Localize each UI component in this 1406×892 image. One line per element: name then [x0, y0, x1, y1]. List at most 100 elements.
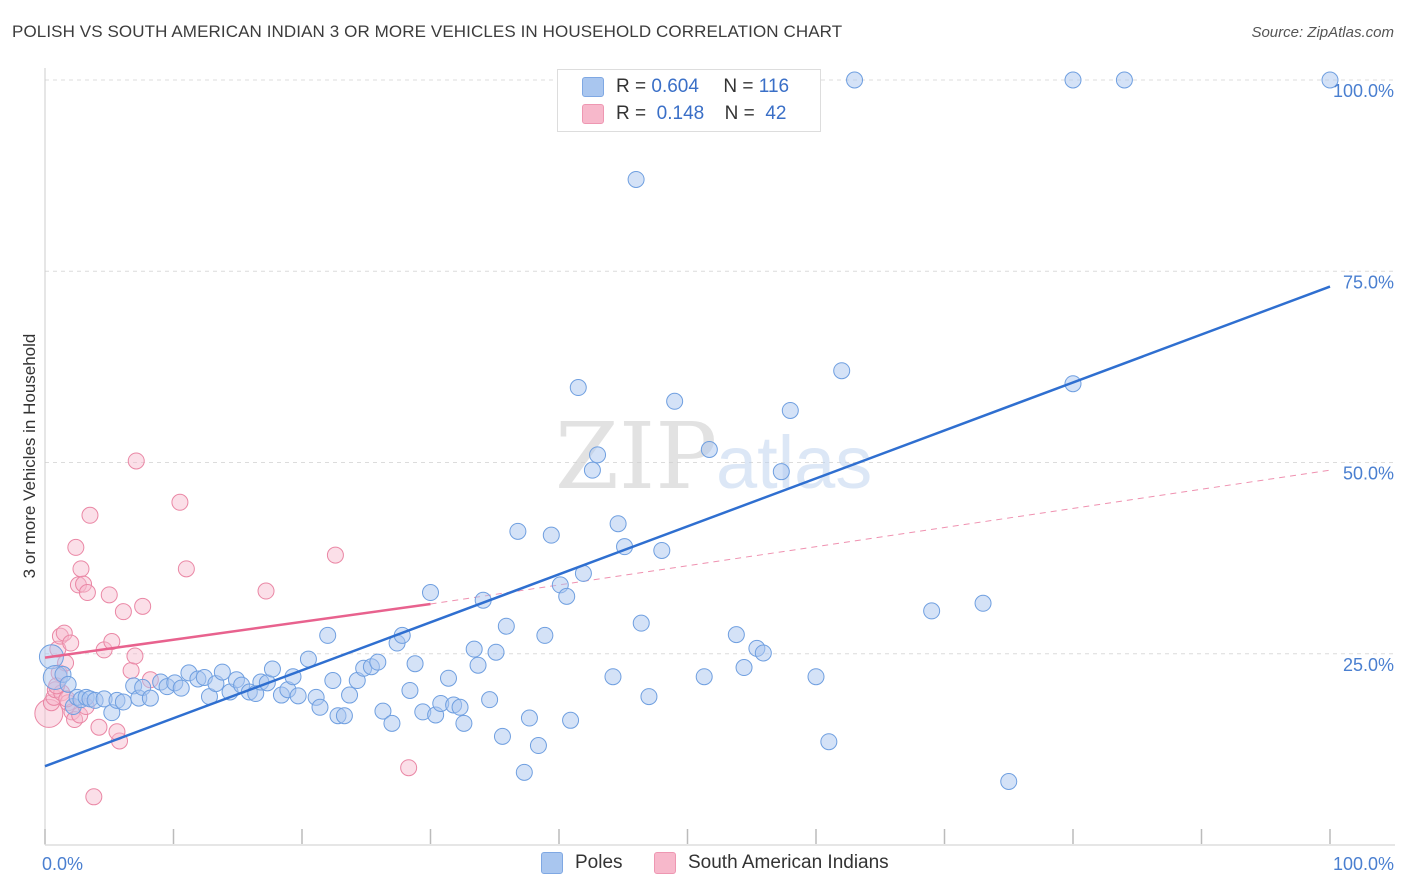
data-point-poles	[406, 655, 424, 673]
data-point-poles	[627, 170, 645, 188]
data-point-poles	[324, 672, 342, 690]
data-point-poles	[497, 617, 515, 635]
data-point-poles	[653, 541, 671, 559]
series-legend: Poles South American Indians	[0, 852, 1406, 878]
data-point-poles	[1064, 71, 1082, 89]
data-point-poles	[311, 698, 329, 716]
data-point-poles	[974, 594, 992, 612]
data-point-poles	[481, 691, 499, 709]
watermark-atlas: atlas	[716, 421, 872, 504]
data-point-south-american-indians	[257, 582, 275, 600]
data-point-poles	[1000, 773, 1018, 791]
data-point-south-american-indians	[90, 718, 108, 736]
data-point-poles	[562, 711, 580, 729]
south-american-indians-swatch	[582, 104, 604, 124]
axes	[44, 68, 1395, 846]
data-point-south-american-indians	[34, 698, 64, 728]
data-point-south-american-indians	[114, 603, 132, 621]
data-point-poles	[1115, 71, 1133, 89]
data-point-south-american-indians	[75, 575, 93, 593]
data-point-poles	[141, 689, 159, 707]
data-point-poles	[319, 626, 337, 644]
data-point-poles	[807, 668, 825, 686]
data-point-south-american-indians	[72, 560, 90, 578]
data-point-poles	[422, 584, 439, 602]
legend-label: Poles	[575, 852, 623, 873]
data-point-poles	[695, 668, 713, 686]
data-point-poles	[558, 587, 576, 605]
n-value: 42	[765, 103, 787, 124]
data-point-poles	[493, 727, 511, 745]
data-point-poles	[589, 446, 607, 464]
data-point-south-american-indians	[127, 452, 145, 470]
data-point-south-american-indians	[100, 586, 118, 604]
y-axis-label: 3 or more Vehicles in Household	[20, 334, 39, 579]
data-point-poles	[640, 688, 658, 706]
data-point-poles	[451, 698, 469, 716]
watermark: ZIP atlas	[555, 403, 872, 510]
data-point-poles	[263, 660, 281, 678]
source-label: Source: ZipAtlas.com	[1251, 24, 1394, 41]
data-point-south-american-indians	[171, 493, 189, 511]
trend-lines	[44, 285, 1331, 768]
points-south-american-indians	[34, 452, 418, 806]
data-point-south-american-indians	[67, 538, 85, 556]
south-american-indians-swatch	[654, 852, 676, 874]
data-point-poles	[341, 686, 359, 704]
trend-line-poles	[44, 285, 1331, 768]
data-point-poles	[735, 659, 753, 677]
data-point-south-american-indians	[62, 634, 80, 652]
data-point-poles	[536, 626, 554, 644]
data-point-poles	[520, 709, 538, 727]
data-point-poles	[469, 656, 487, 674]
data-point-poles	[1321, 71, 1339, 89]
data-point-poles	[114, 693, 132, 711]
data-point-poles	[846, 71, 864, 89]
n-value: 116	[758, 76, 790, 97]
poles-swatch	[541, 852, 563, 874]
data-point-poles	[700, 440, 718, 458]
data-point-poles	[213, 663, 231, 681]
data-point-poles	[609, 515, 627, 533]
r-label: R =	[616, 103, 647, 124]
data-point-poles	[820, 733, 838, 751]
data-point-south-american-indians	[134, 597, 152, 615]
trend-dashed	[430, 469, 1331, 605]
data-point-poles	[59, 675, 77, 693]
data-point-poles	[529, 737, 547, 755]
tick-labels: 25.0% 50.0% 75.0% 100.0% 0.0% 100.0%	[42, 81, 1394, 874]
gridlines	[45, 79, 1395, 655]
r-value: 0.148	[656, 103, 705, 124]
legend-item-poles: Poles	[541, 852, 623, 874]
data-point-south-american-indians	[85, 788, 103, 806]
stats-row-south-american-indians: R = 0.148 N = 42	[582, 101, 786, 127]
y-tick-label: 50.0%	[1343, 464, 1394, 484]
data-point-poles	[455, 714, 473, 732]
data-point-poles	[632, 614, 650, 632]
data-point-south-american-indians	[326, 546, 344, 564]
y-tick-label: 100.0%	[1333, 81, 1394, 101]
data-point-poles	[666, 392, 684, 410]
data-point-poles	[487, 643, 505, 661]
data-point-poles	[781, 401, 799, 419]
data-point-south-american-indians	[55, 624, 73, 642]
x-tick-label: 100.0%	[1333, 854, 1394, 874]
data-point-poles	[369, 653, 387, 671]
data-point-poles	[569, 379, 587, 397]
data-point-poles	[604, 668, 622, 686]
data-point-poles	[172, 679, 190, 697]
n-label: N =	[724, 103, 755, 124]
data-point-poles	[754, 644, 772, 662]
legend-item-south-american-indians: South American Indians	[654, 852, 889, 874]
data-point-south-american-indians	[400, 759, 418, 777]
y-tick-label: 75.0%	[1343, 272, 1394, 292]
data-point-south-american-indians	[78, 584, 96, 602]
n-label: N =	[723, 76, 754, 97]
data-point-poles	[509, 522, 527, 540]
trend-line-south-american-indians	[44, 602, 431, 659]
data-point-poles	[383, 714, 401, 732]
data-point-poles	[439, 669, 457, 687]
stats-legend: R = 0.604 N = 116 R = 0.148 N = 42	[557, 69, 821, 132]
y-tick-label: 25.0%	[1343, 655, 1394, 675]
